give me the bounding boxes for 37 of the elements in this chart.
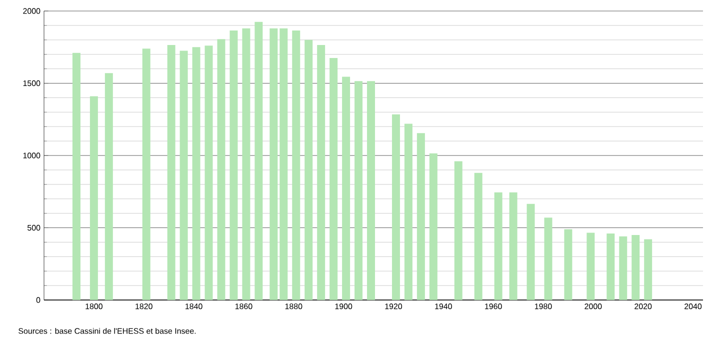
bar [509,192,518,300]
bar [180,50,188,300]
bar [619,236,628,300]
bar [72,52,80,300]
bar [230,30,238,300]
bar [606,234,615,300]
bar [586,232,595,300]
bar [367,81,376,300]
bar [204,46,213,300]
bar [270,28,278,300]
bar [104,73,113,300]
bar [644,239,652,300]
bar [354,81,363,300]
bar [632,234,640,300]
bar [544,218,552,300]
bar [317,44,326,300]
bar [242,28,250,300]
bar [280,28,288,300]
bar [304,40,313,300]
bar [494,192,502,300]
bar [192,47,200,300]
bar [526,204,535,300]
bar [292,30,300,300]
bar [90,96,98,300]
bar [416,133,425,300]
bar [392,114,400,300]
bar [254,22,263,300]
bar [454,161,462,300]
bar [142,48,150,300]
bar [564,229,572,300]
bar [167,44,176,300]
bar [217,39,226,300]
bar [330,58,338,300]
bar [342,76,350,300]
bar [474,172,482,300]
bar [429,153,438,300]
bar [404,124,412,300]
